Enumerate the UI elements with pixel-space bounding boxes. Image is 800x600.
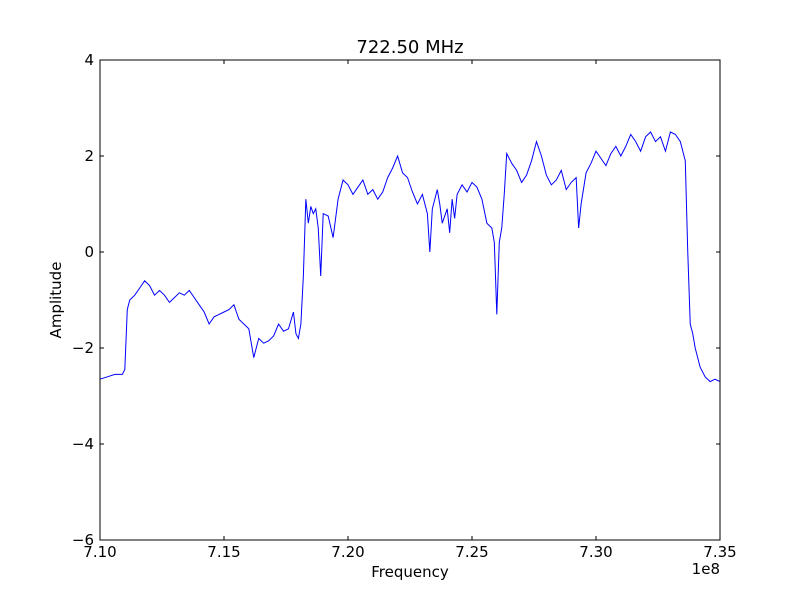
x-tick-label: 7.35 bbox=[703, 543, 736, 561]
x-tick-label: 7.25 bbox=[455, 543, 488, 561]
x-tick-label: 7.10 bbox=[83, 543, 116, 561]
x-axis-label: Frequency bbox=[371, 563, 449, 581]
y-tick-label: 0 bbox=[84, 243, 94, 261]
x-tick-label: 7.30 bbox=[579, 543, 612, 561]
y-tick-label: −6 bbox=[72, 531, 94, 549]
x-tick-label: 7.20 bbox=[331, 543, 364, 561]
series-line bbox=[100, 131, 720, 383]
y-tick-label: 2 bbox=[84, 147, 94, 165]
x-tick-label: 7.15 bbox=[207, 543, 240, 561]
x-axis-ticks: 7.10 7.15 7.20 7.25 7.30 7.35 bbox=[83, 60, 737, 561]
y-tick-label: −4 bbox=[72, 435, 94, 453]
plot-background bbox=[100, 60, 720, 540]
y-axis-label: Amplitude bbox=[47, 262, 65, 339]
y-tick-label: 4 bbox=[84, 51, 94, 69]
plot-area bbox=[99, 59, 721, 541]
plot-frame bbox=[99, 59, 721, 541]
y-tick-label: −2 bbox=[72, 339, 94, 357]
x-axis-offset-label: 1e8 bbox=[692, 560, 720, 578]
chart-title: 722.50 MHz bbox=[356, 37, 463, 58]
y-axis-ticks: −6 −4 −2 0 2 4 bbox=[72, 51, 720, 549]
